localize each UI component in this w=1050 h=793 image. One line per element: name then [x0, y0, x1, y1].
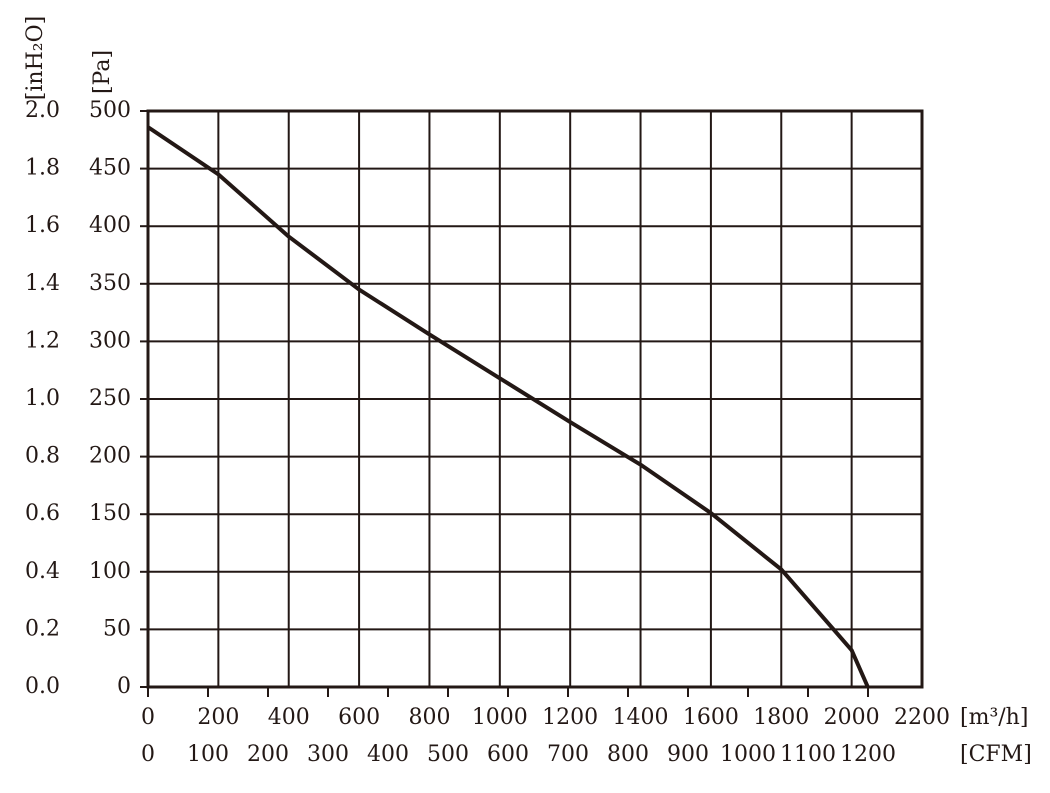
x2-tick-label: 600	[487, 742, 529, 767]
x2-unit: [CFM]	[960, 742, 1032, 767]
x-tick-label: 0	[141, 705, 155, 730]
x2-tick-label: 500	[427, 742, 469, 767]
x-tick-label: 2000	[824, 705, 880, 730]
y2-tick-label: 2.0	[25, 98, 60, 123]
x-tick-label: 600	[338, 705, 380, 730]
x-tick-label: 1400	[613, 705, 669, 730]
y-tick-label: 200	[89, 444, 131, 469]
x-tick-label: 1800	[753, 705, 809, 730]
y2-tick-label: 0.6	[25, 501, 60, 526]
x2-tick-label: 1000	[720, 742, 776, 767]
x2-tick-label: 1100	[780, 742, 836, 767]
x-tick-label: 400	[268, 705, 310, 730]
x2-tick-label: 200	[247, 742, 289, 767]
plot-frame	[146, 109, 924, 689]
x-tick-label: 1600	[683, 705, 739, 730]
y2-tick-label: 1.8	[25, 156, 60, 181]
y2-tick-label: 0.8	[25, 444, 60, 469]
y2-tick-label: 1.2	[25, 328, 60, 353]
y2-tick-label: 0.4	[25, 559, 60, 584]
y2-tick-label: 1.4	[25, 271, 60, 296]
y-tick-label: 300	[89, 328, 131, 353]
y-tick-label: 0	[117, 674, 131, 699]
y2-tick-label: 1.0	[25, 386, 60, 411]
y-tick-label: 50	[103, 616, 131, 641]
y2-tick-label: 1.6	[25, 213, 60, 238]
y2-tick-label: 0.0	[25, 674, 60, 699]
x2-tick-label: 700	[547, 742, 589, 767]
y-tick-label: 350	[89, 271, 131, 296]
y2-unit: [inH₂O]	[23, 16, 48, 100]
y-tick-label: 450	[89, 156, 131, 181]
x-tick-label: 2200	[894, 705, 950, 730]
x2-tick-label: 300	[307, 742, 349, 767]
y-tick-label: 150	[89, 501, 131, 526]
x2-tick-label: 100	[187, 742, 229, 767]
y2-tick-label: 0.2	[25, 616, 60, 641]
x2-tick-label: 800	[607, 742, 649, 767]
x-tick-label: 1000	[472, 705, 528, 730]
x2-tick-label: 1200	[840, 742, 896, 767]
x2-tick-label: 0	[141, 742, 155, 767]
y-tick-label: 400	[89, 213, 131, 238]
x-tick-label: 1200	[542, 705, 598, 730]
x2-tick-label: 900	[667, 742, 709, 767]
y-tick-label: 250	[89, 386, 131, 411]
curve	[146, 125, 870, 688]
x-unit: [m³/h]	[960, 705, 1028, 730]
x-tick-label: 200	[197, 705, 239, 730]
y-tick-label: 100	[89, 559, 131, 584]
x-tick-label: 800	[408, 705, 450, 730]
y-tick-label: 500	[89, 98, 131, 123]
x2-tick-label: 400	[367, 742, 409, 767]
y-unit: [Pa]	[90, 50, 115, 94]
